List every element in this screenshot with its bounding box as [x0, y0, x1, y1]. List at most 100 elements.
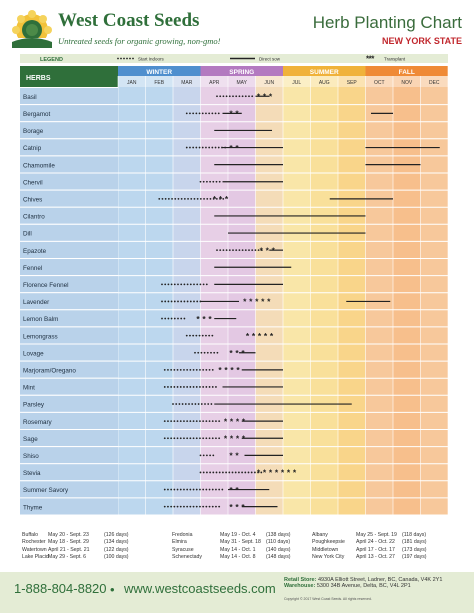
transplant-mark: * — [258, 331, 262, 341]
indoor-dot — [161, 197, 164, 200]
indoor-dot — [163, 368, 166, 371]
indoor-dot — [196, 197, 199, 200]
indoor-dot — [183, 505, 185, 508]
indoor-dot — [189, 488, 192, 491]
copyright: Copyright © 2017 West Coast Seeds. All r… — [284, 597, 372, 601]
indoor-dot — [192, 437, 195, 440]
herb-row-bg — [20, 361, 118, 378]
indoor-dot — [179, 420, 182, 423]
herb-row-bg — [20, 378, 118, 395]
indoor-dot — [170, 300, 173, 303]
indoor-dot — [225, 471, 228, 474]
month-column — [310, 76, 338, 516]
indoor-dot — [218, 488, 221, 491]
indoor-dot — [215, 386, 217, 388]
indoor-dot — [211, 368, 214, 371]
indoor-dot — [170, 368, 173, 371]
transplant-mark: * — [224, 416, 228, 426]
indoor-dot — [207, 403, 210, 405]
indoor-dot — [219, 95, 222, 98]
indoor-dot — [206, 454, 208, 457]
herb-name: Cilantro — [23, 214, 45, 221]
transplant-mark: * — [263, 91, 267, 101]
city-name: Albany — [312, 532, 328, 538]
transplant-mark: * — [241, 348, 245, 358]
transplant-mark: * — [196, 314, 200, 324]
month-label: MAY — [237, 80, 248, 86]
indoor-dot — [219, 197, 221, 200]
state-label: NEW YORK STATE — [381, 36, 462, 46]
indoor-dot — [173, 420, 176, 423]
herb-name: Thyme — [23, 504, 43, 511]
indoor-dot — [178, 403, 181, 405]
warehouse-label: Warehouse: — [284, 583, 316, 589]
page-title: Herb Planting Chart — [312, 13, 462, 32]
transplant-mark: * — [208, 314, 212, 324]
city-name: Syracuse — [172, 546, 194, 553]
indoor-dot — [199, 505, 201, 508]
herb-row-bg — [20, 464, 118, 481]
indoor-dot — [163, 488, 166, 491]
herb-name: Epazote — [23, 248, 47, 255]
indoor-dot — [190, 197, 193, 200]
indoor-dot — [189, 334, 191, 337]
month-header-bg — [145, 76, 173, 87]
indoor-dot — [218, 180, 221, 183]
herb-row-bg — [20, 241, 118, 258]
city-name: Rochester — [22, 539, 46, 546]
header: West Coast Seeds Untreated seeds for org… — [0, 0, 474, 58]
indoor-dot — [199, 471, 202, 474]
indoor-dot — [214, 146, 217, 149]
indoor-dot — [222, 249, 225, 252]
indoor-dot — [208, 112, 211, 115]
transplant-mark: * — [241, 502, 245, 512]
month-label: JUL — [292, 80, 301, 86]
indoor-dot — [195, 386, 198, 388]
indoor-dot — [183, 197, 186, 200]
indoor-dot — [192, 112, 195, 115]
indoor-dot — [173, 437, 176, 440]
indoor-dot — [173, 368, 176, 371]
transplant-mark: * — [229, 109, 233, 119]
website-link[interactable]: www.westcoastseeds.com — [124, 581, 276, 596]
indoor-dot — [205, 437, 208, 440]
indoor-dot — [198, 334, 201, 337]
month-label: AUG — [319, 80, 330, 86]
indoor-dot — [215, 488, 217, 491]
herb-row-bg — [20, 498, 118, 515]
indoor-dot — [215, 471, 218, 474]
indoor-dot — [228, 471, 231, 474]
indoor-dot — [206, 197, 209, 200]
phone-number[interactable]: 1-888-804-8820 — [14, 581, 107, 596]
indoor-dot — [183, 488, 185, 491]
herb-row-bg — [20, 190, 118, 207]
transplant-mark: * — [218, 365, 222, 375]
indoor-dot — [192, 334, 195, 337]
city-name: New York City — [312, 554, 345, 561]
indoor-dot — [215, 505, 217, 508]
indoor-dot — [211, 437, 214, 440]
month-header-bg — [338, 76, 366, 87]
indoor-dot — [238, 471, 240, 474]
month-label: MAR — [181, 80, 193, 86]
indoor-dot — [212, 197, 215, 200]
indoor-dot — [216, 95, 218, 98]
frost-dates: Buffalo May 20 - Sept. 23 (126 days) Roches… — [0, 528, 474, 568]
indoor-dot — [202, 283, 205, 286]
indoor-dot — [211, 112, 214, 115]
indoor-dot — [164, 300, 167, 303]
indoor-dot — [213, 351, 216, 354]
indoor-dot — [228, 95, 231, 98]
indoor-dot — [189, 368, 192, 371]
indoor-dot — [228, 249, 231, 252]
indoor-dot — [189, 505, 192, 508]
indoor-dot — [250, 471, 253, 474]
legend-start-indoors: Start Indoors — [138, 57, 165, 62]
indoor-dot — [179, 368, 182, 371]
city-name: Lake Placid — [22, 554, 49, 561]
indoor-dot — [199, 197, 202, 200]
indoor-dot — [177, 300, 179, 303]
indoor-dot — [199, 437, 201, 440]
herb-row-bg — [20, 430, 118, 447]
store-label: Retail Store: — [284, 577, 317, 583]
